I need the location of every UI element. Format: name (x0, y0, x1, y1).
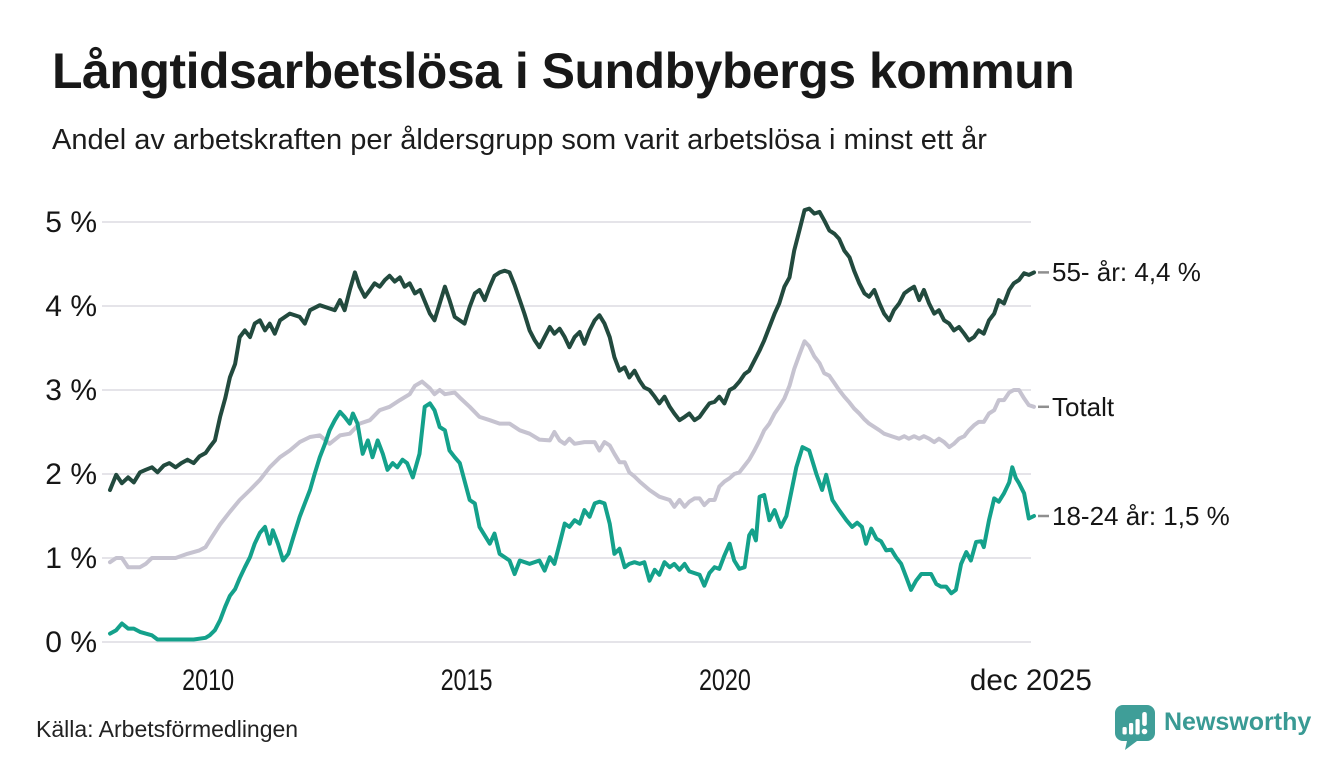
y-tick-label: 2 % (45, 458, 97, 491)
y-tick-label: 3 % (45, 374, 97, 407)
y-tick-label: 1 % (45, 542, 97, 575)
newsworthy-brand: Newsworthy (1114, 704, 1311, 752)
y-tick-label: 4 % (45, 290, 97, 323)
x-tick-label: 2015 (441, 664, 493, 697)
newsworthy-brand-label: Newsworthy (1164, 708, 1312, 736)
y-tick-label: 5 % (45, 206, 97, 239)
chart-subtitle: Andel av arbetskraften per åldersgrupp s… (52, 124, 987, 156)
series-line-totalt (108, 339, 1036, 570)
series-line-55-ar (108, 206, 1036, 492)
y-tick-label: 0 % (45, 626, 97, 659)
series-line-18-24-ar (108, 401, 1036, 642)
legend-item-18-24-ar: 18-24 år: 1,5 % (1052, 501, 1230, 531)
x-tick-label: 2020 (699, 664, 751, 697)
newsworthy-logo-icon (1115, 705, 1155, 750)
legend-item-55-ar: 55- år: 4,4 % (1052, 257, 1201, 288)
x-tick-label: dec 2025 (970, 664, 1092, 697)
chart-title: Långtidsarbetslösa i Sundbybergs kommun (52, 43, 1075, 99)
source-note: Källa: Arbetsförmedlingen (36, 716, 299, 742)
legend-item-totalt: Totalt (1052, 391, 1115, 422)
x-tick-label: 2010 (182, 664, 234, 697)
